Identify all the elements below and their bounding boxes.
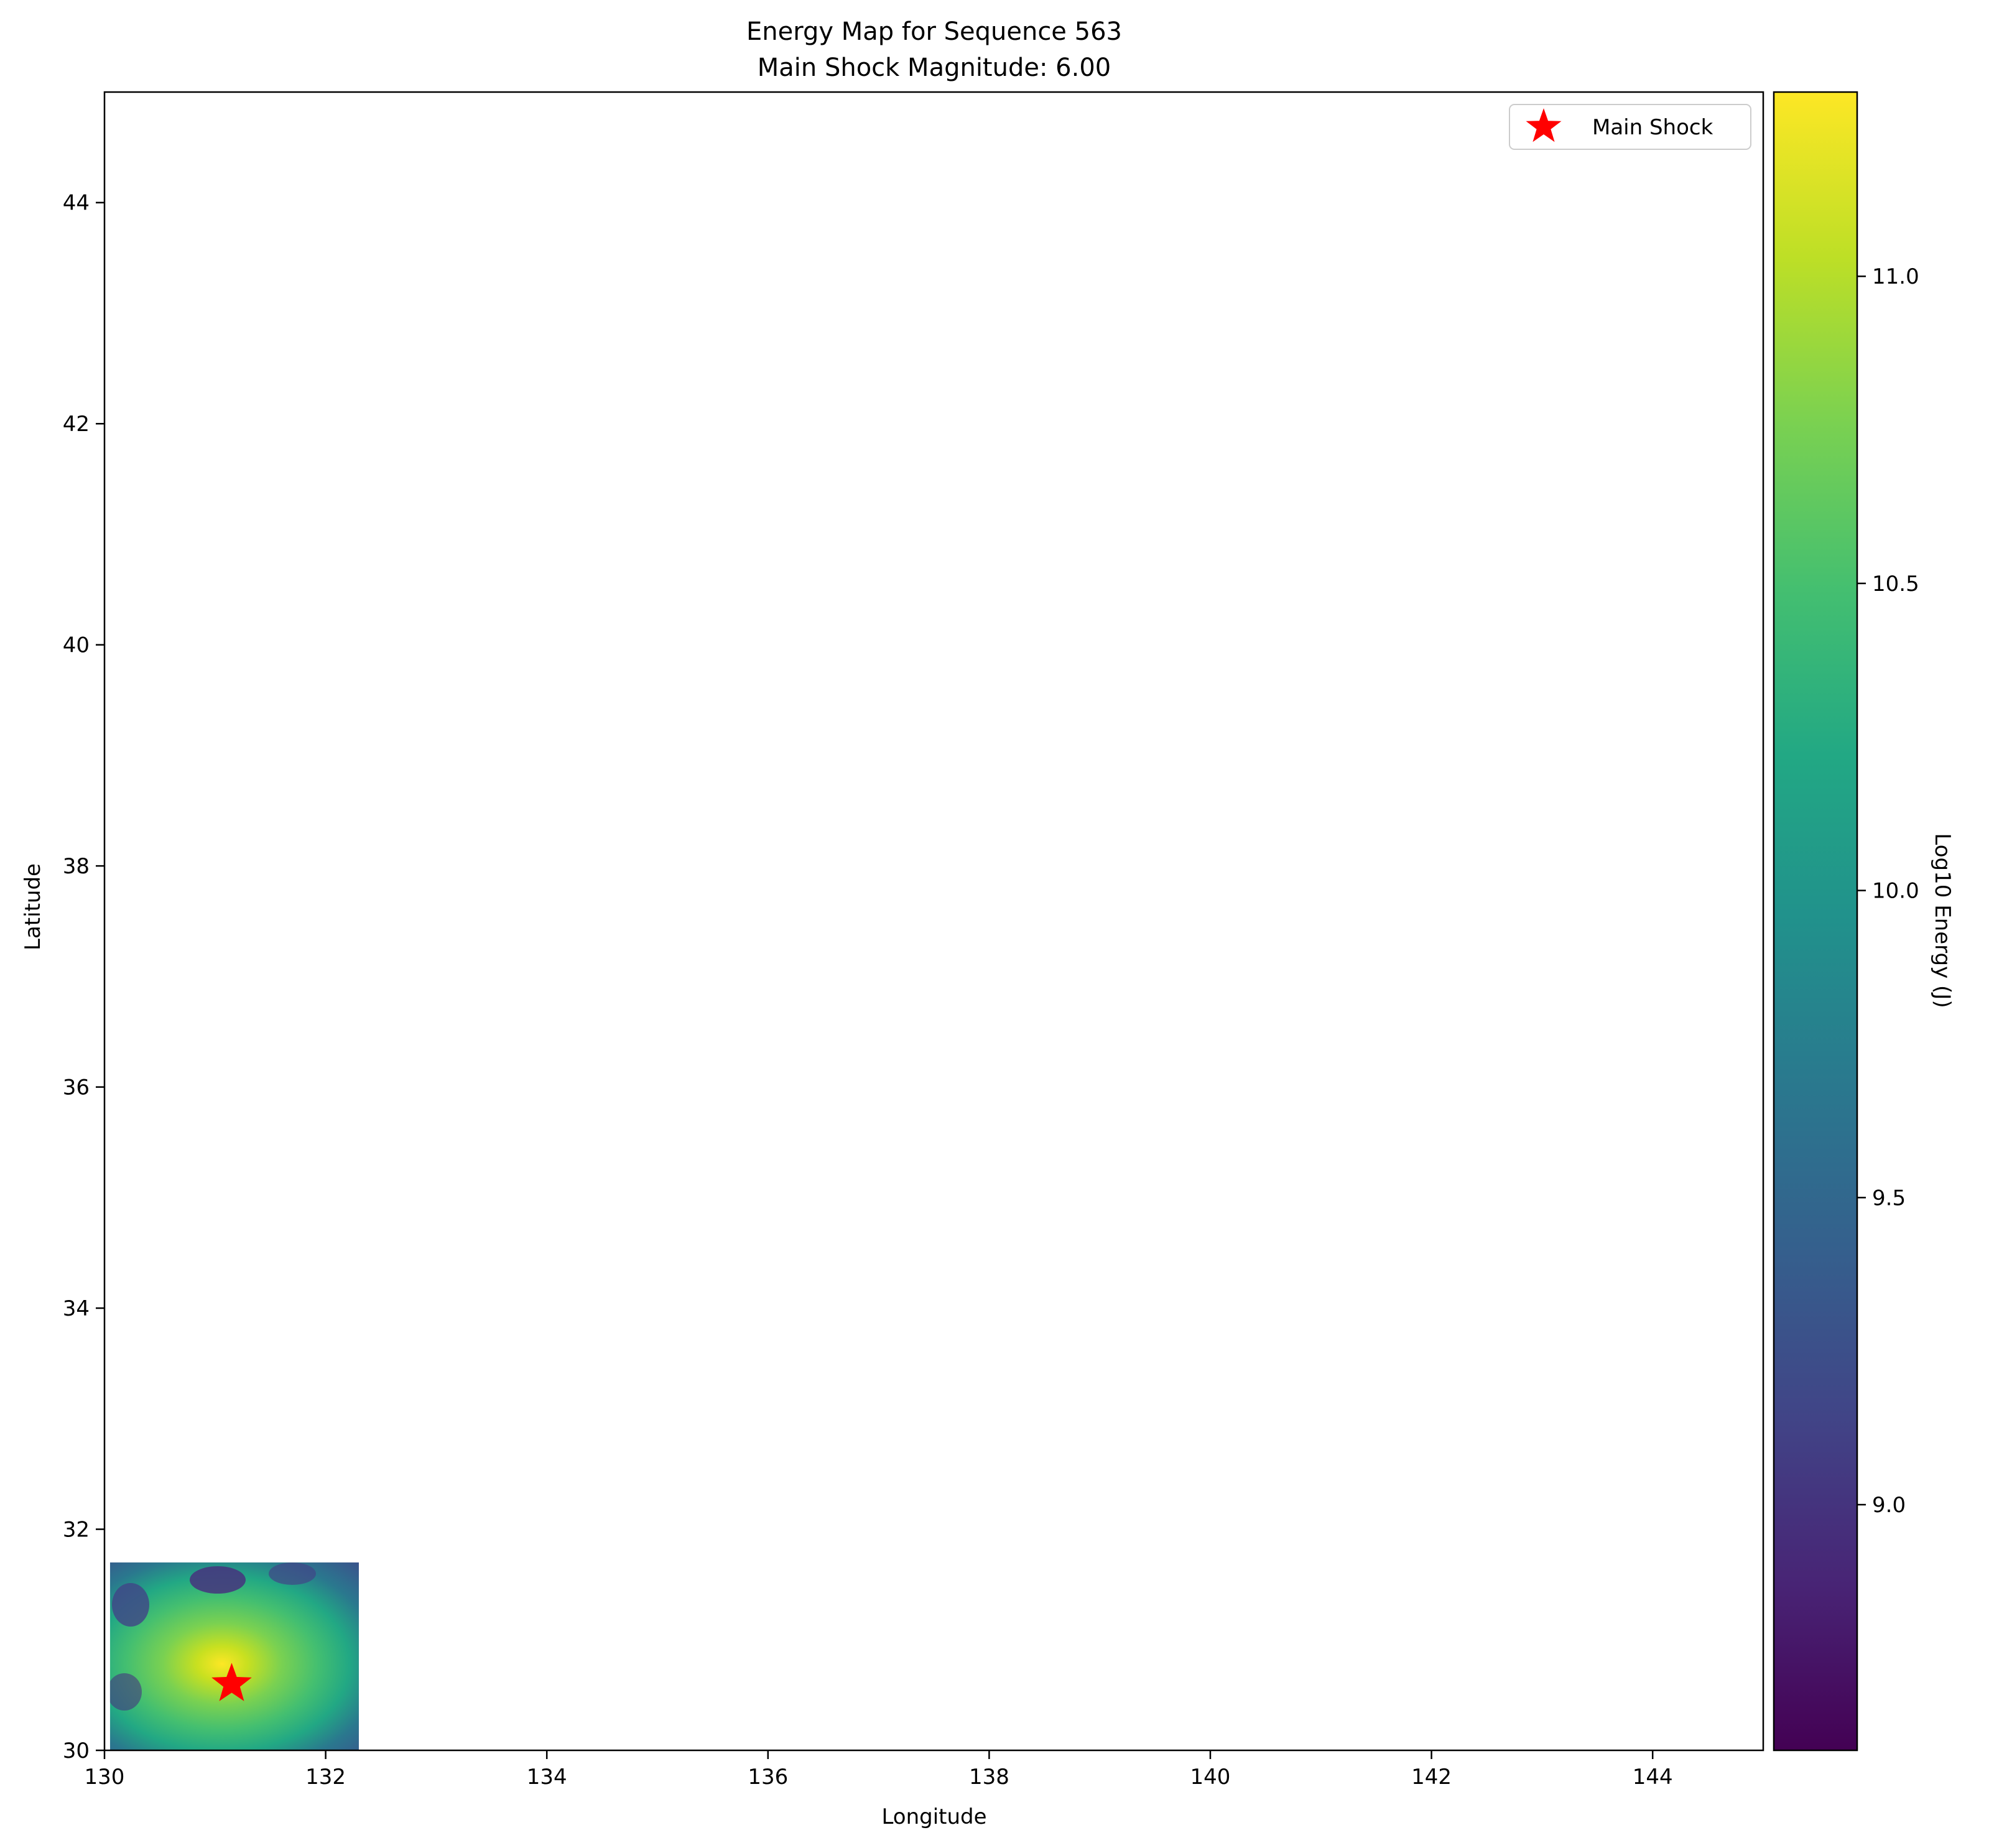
x-tick-label: 136 — [748, 1765, 788, 1790]
x-axis-label: Longitude — [881, 1804, 986, 1829]
heatmap-energy-field — [109, 1562, 359, 1750]
y-tick-label: 34 — [63, 1296, 90, 1321]
y-tick-label: 36 — [63, 1075, 90, 1100]
x-tick-label: 134 — [527, 1765, 567, 1790]
y-tick-label: 42 — [63, 412, 90, 437]
x-axis-ticks: 130 132 134 136 138 140 142 144 — [85, 1750, 1673, 1790]
x-tick-label: 138 — [969, 1765, 1009, 1790]
heatmap-low-patch — [109, 1673, 142, 1711]
x-tick-label: 132 — [305, 1765, 346, 1790]
energy-heatmap — [109, 1562, 359, 1750]
x-tick-label: 144 — [1633, 1765, 1673, 1790]
heatmap-low-patch — [269, 1562, 316, 1585]
heatmap-low-patch — [112, 1583, 149, 1627]
legend: Main Shock — [1509, 104, 1751, 150]
x-tick-label: 142 — [1411, 1765, 1452, 1790]
y-tick-label: 32 — [63, 1518, 90, 1543]
plot-background — [104, 92, 1763, 1750]
colorbar: 9.0 9.5 10.0 10.5 11.0 Log10 Energy (J) — [1773, 91, 1955, 1752]
colorbar-gradient — [1773, 91, 1858, 1752]
plot-area: 130 132 134 136 138 140 142 144 30 32 34 36 38 40 42 4… — [63, 91, 1764, 1790]
y-tick-label: 44 — [63, 191, 90, 216]
legend-entry-main-shock: Main Shock — [1592, 115, 1713, 140]
main-shock-point — [211, 1663, 252, 1701]
colorbar-tick-label: 9.5 — [1872, 1186, 1906, 1210]
colorbar-tick-label: 9.0 — [1872, 1493, 1906, 1518]
x-tick-label: 140 — [1190, 1765, 1231, 1790]
y-tick-label: 30 — [63, 1739, 90, 1763]
plot-frame — [103, 91, 1764, 1752]
y-tick-label: 38 — [63, 854, 90, 879]
main-shock-star-icon — [211, 1663, 252, 1701]
colorbar-tick-label: 10.0 — [1872, 879, 1919, 904]
legend-box — [1509, 104, 1751, 150]
colorbar-tick-label: 10.5 — [1872, 572, 1919, 597]
y-axis-ticks: 30 32 34 36 38 40 42 44 — [63, 191, 104, 1763]
chart-title: Energy Map for Sequence 563 — [746, 17, 1122, 46]
y-axis-label: Latitude — [21, 863, 45, 950]
heatmap-low-patch — [190, 1566, 246, 1594]
chart-subtitle: Main Shock Magnitude: 6.00 — [758, 53, 1111, 82]
colorbar-ticks: 9.0 9.5 10.0 10.5 11.0 — [1857, 264, 1919, 1518]
legend-star-icon — [1526, 108, 1562, 142]
y-tick-label: 40 — [63, 633, 90, 658]
x-tick-label: 130 — [85, 1765, 125, 1790]
colorbar-label: Log10 Energy (J) — [1930, 833, 1955, 1008]
colorbar-tick-label: 11.0 — [1872, 264, 1919, 289]
